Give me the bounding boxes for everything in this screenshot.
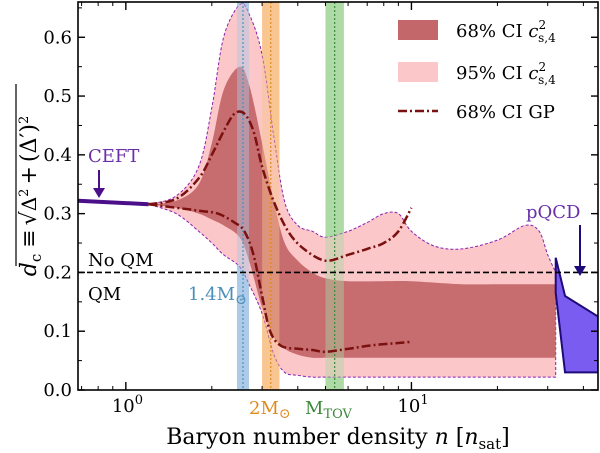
y-tick-label: 0.6 xyxy=(43,27,72,48)
ci68-area xyxy=(148,66,556,358)
y-tick-label: 0.0 xyxy=(43,380,72,401)
threshold-label-above: No QM xyxy=(88,250,154,271)
plot-frame xyxy=(77,1,599,391)
pqcd-area xyxy=(554,257,598,374)
pqcd-label: pQCD xyxy=(526,202,580,223)
x-tick-label: 101 xyxy=(397,393,428,417)
band-label-mtov: MTOV xyxy=(305,398,353,422)
vertical-bands-overlay xyxy=(236,2,344,390)
y-axis-label: dc≡√Δ2+(Δ′)2 xyxy=(15,84,45,277)
band-label-1p4: 1.4M⊙ xyxy=(188,284,247,308)
legend: 68% CI c2 s,4 95% CI c2 s,4 68% CI GP xyxy=(398,18,556,123)
svg-text:dc≡√Δ2+(Δ′)2: dc≡√Δ2+(Δ′)2 xyxy=(17,116,45,277)
pqcd-arrow xyxy=(574,225,586,276)
ceft-label: CEFT xyxy=(88,146,139,167)
x-ticks: 100 101 xyxy=(81,2,584,417)
ceft-arrow xyxy=(93,170,105,198)
band-overlay-2 xyxy=(325,2,344,390)
plot-area xyxy=(78,2,598,390)
ceft-line xyxy=(78,198,149,207)
legend-swatch-ci68 xyxy=(398,20,438,40)
y-tick-label: 0.5 xyxy=(43,86,72,107)
y-tick-label: 0.1 xyxy=(43,321,72,342)
band-overlay-1 xyxy=(262,2,280,390)
legend-label-ci95: 95% CI c2 s,4 xyxy=(456,60,556,87)
legend-label-ci68: 68% CI c2 s,4 xyxy=(456,18,556,45)
y-tick-label: 0.4 xyxy=(43,145,72,166)
threshold-label-below: QM xyxy=(88,284,121,305)
x-axis-label: Baryon number density n [nsat] xyxy=(166,425,510,453)
gp-lower-line xyxy=(148,202,412,354)
band-overlay-0 xyxy=(236,2,250,390)
x-tick-label: 100 xyxy=(112,393,143,417)
y-tick-label: 0.3 xyxy=(43,204,72,225)
y-ticks: 0.0 0.1 0.2 0.3 0.4 0.5 0.6 xyxy=(43,7,598,401)
legend-label-gp: 68% CI GP xyxy=(456,102,555,123)
legend-swatch-ci95 xyxy=(398,62,438,82)
y-tick-label: 0.2 xyxy=(43,262,72,283)
gp-upper-line xyxy=(148,110,413,263)
band-label-2: 2M⊙ xyxy=(249,398,291,422)
